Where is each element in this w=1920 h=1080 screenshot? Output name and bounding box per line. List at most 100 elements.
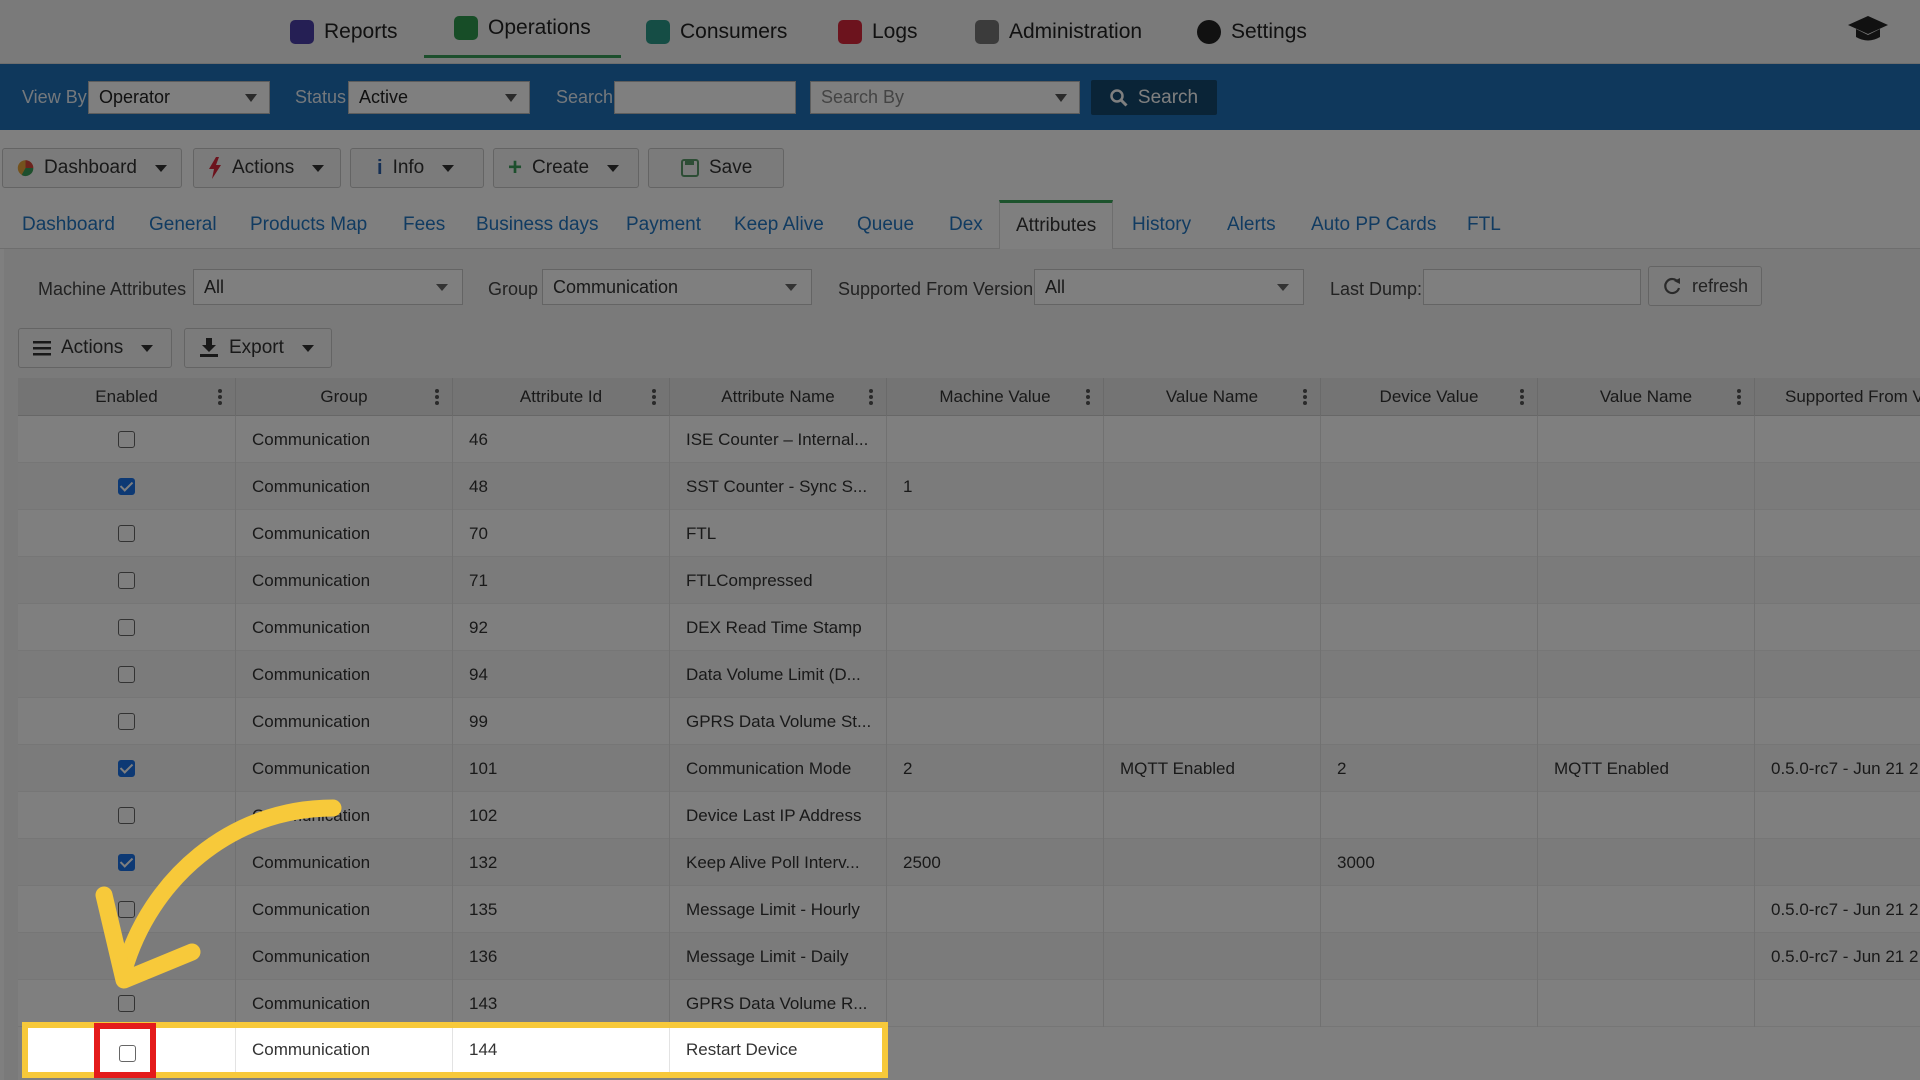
column-header-group[interactable]: Group (236, 378, 453, 416)
save-button[interactable]: Save (648, 148, 784, 188)
enabled-checkbox[interactable] (118, 431, 135, 448)
export-dropdown[interactable]: Export (184, 328, 332, 368)
grid-actions-dropdown[interactable]: Actions (18, 328, 172, 368)
view-by-select[interactable]: Operator (88, 81, 270, 114)
column-menu-icon[interactable] (1086, 389, 1090, 405)
search-by-select[interactable]: Search By (810, 81, 1080, 114)
supported-version-select[interactable]: All (1034, 269, 1304, 305)
search-button[interactable]: Search (1091, 80, 1217, 115)
tab-payment[interactable]: Payment (626, 214, 701, 235)
column-menu-icon[interactable] (652, 389, 656, 405)
nav-operations[interactable]: Operations (424, 0, 621, 58)
tab-alerts[interactable]: Alerts (1227, 214, 1276, 235)
status-select[interactable]: Active (348, 81, 530, 114)
enabled-checkbox[interactable] (118, 854, 135, 871)
nav-administration[interactable]: Administration (975, 0, 1142, 64)
device-value-cell: 3000 (1321, 839, 1538, 886)
tab-fees[interactable]: Fees (403, 214, 446, 235)
chevron-down-icon (785, 284, 797, 291)
column-header-machine-value[interactable]: Machine Value (887, 378, 1104, 416)
enabled-cell (18, 839, 236, 886)
column-menu-icon[interactable] (218, 389, 222, 405)
dashboard-dropdown[interactable]: Dashboard (2, 148, 182, 188)
enabled-checkbox[interactable] (118, 572, 135, 589)
table-row[interactable]: Communication 70 FTL (18, 510, 1920, 557)
enabled-checkbox[interactable] (118, 995, 135, 1012)
column-header-attribute-name[interactable]: Attribute Name (670, 378, 887, 416)
table-row[interactable]: Communication 135 Message Limit - Hourly… (18, 886, 1920, 933)
column-header-enabled[interactable]: Enabled (18, 378, 236, 416)
enabled-checkbox[interactable] (118, 619, 135, 636)
tab-keep-alive[interactable]: Keep Alive (734, 214, 824, 235)
search-input[interactable] (614, 81, 796, 114)
table-row[interactable]: Communication 102 Device Last IP Address (18, 792, 1920, 839)
info-dropdown[interactable]: i Info (350, 148, 484, 188)
column-menu-icon[interactable] (1303, 389, 1307, 405)
column-header-supported[interactable]: Supported From Ve (1755, 378, 1920, 416)
highlighted-row[interactable]: Communication 144 Restart Device (22, 1022, 888, 1078)
enabled-checkbox[interactable] (118, 948, 135, 965)
supported-cell (1755, 792, 1920, 839)
table-row[interactable]: Communication 132 Keep Alive Poll Interv… (18, 839, 1920, 886)
create-dropdown[interactable]: + Create (493, 148, 639, 188)
actions-dropdown[interactable]: Actions (193, 148, 341, 188)
nav-logs[interactable]: Logs (838, 0, 918, 64)
name-cell: SST Counter - Sync S... (670, 463, 887, 510)
column-header-label: Attribute Name (721, 387, 835, 406)
column-menu-icon[interactable] (869, 389, 873, 405)
enabled-checkbox-highlighted[interactable] (119, 1045, 136, 1062)
enabled-checkbox[interactable] (118, 807, 135, 824)
nav-consumers[interactable]: Consumers (646, 0, 787, 64)
table-row[interactable]: Communication 136 Message Limit - Daily … (18, 933, 1920, 980)
column-menu-icon[interactable] (435, 389, 439, 405)
name-cell: Message Limit - Daily (670, 933, 887, 980)
column-header-attribute-id[interactable]: Attribute Id (453, 378, 670, 416)
value-name-2-cell (1538, 698, 1755, 745)
group-cell: Communication (236, 1028, 453, 1072)
tab-queue[interactable]: Queue (857, 214, 915, 235)
machine-value-cell (887, 557, 1104, 604)
enabled-checkbox[interactable] (118, 713, 135, 730)
device-value-cell (1321, 792, 1538, 839)
column-header-value-name-2[interactable]: Value Name (1538, 378, 1755, 416)
enabled-checkbox[interactable] (118, 901, 135, 918)
tab-dex[interactable]: Dex (949, 214, 983, 235)
tab-attributes[interactable]: Attributes (999, 200, 1114, 249)
tab-ftl[interactable]: FTL (1467, 214, 1501, 235)
last-dump-input[interactable] (1423, 269, 1641, 305)
column-menu-icon[interactable] (1737, 389, 1741, 405)
table-row[interactable]: Communication 101 Communication Mode 2 M… (18, 745, 1920, 792)
enabled-checkbox[interactable] (118, 760, 135, 777)
column-menu-icon[interactable] (1520, 389, 1524, 405)
table-row[interactable]: Communication 46 ISE Counter – Internal.… (18, 416, 1920, 463)
column-header-value-name[interactable]: Value Name (1104, 378, 1321, 416)
plus-icon: + (508, 154, 523, 181)
chevron-down-icon (141, 344, 154, 352)
machine-attributes-select[interactable]: All (193, 269, 463, 305)
status-value: Active (359, 87, 409, 107)
tab-general[interactable]: General (149, 214, 217, 235)
table-row[interactable]: Communication 92 DEX Read Time Stamp (18, 604, 1920, 651)
table-row[interactable]: Communication 71 FTLCompressed (18, 557, 1920, 604)
nav-settings[interactable]: Settings (1197, 0, 1307, 64)
table-row[interactable]: Communication 94 Data Volume Limit (D... (18, 651, 1920, 698)
device-value-cell: 2 (1321, 745, 1538, 792)
column-header-device-value[interactable]: Device Value (1321, 378, 1538, 416)
enabled-checkbox[interactable] (118, 666, 135, 683)
table-row[interactable]: Communication 48 SST Counter - Sync S...… (18, 463, 1920, 510)
tab-dashboard[interactable]: Dashboard (22, 214, 115, 235)
tab-auto-pp-cards[interactable]: Auto PP Cards (1311, 214, 1437, 235)
graduation-cap-icon[interactable] (1846, 14, 1890, 44)
device-value-cell (1321, 886, 1538, 933)
group-select[interactable]: Communication (542, 269, 812, 305)
tab-history[interactable]: History (1132, 214, 1192, 235)
nav-reports[interactable]: Reports (290, 0, 398, 64)
tab-products-map[interactable]: Products Map (250, 214, 368, 235)
table-row[interactable]: Communication 143 GPRS Data Volume R... (18, 980, 1920, 1027)
table-row[interactable]: Communication 99 GPRS Data Volume St... (18, 698, 1920, 745)
enabled-checkbox[interactable] (118, 478, 135, 495)
tab-business-days[interactable]: Business days (476, 214, 599, 235)
machine-value-cell (887, 886, 1104, 933)
enabled-checkbox[interactable] (118, 525, 135, 542)
refresh-button[interactable]: refresh (1648, 266, 1762, 306)
